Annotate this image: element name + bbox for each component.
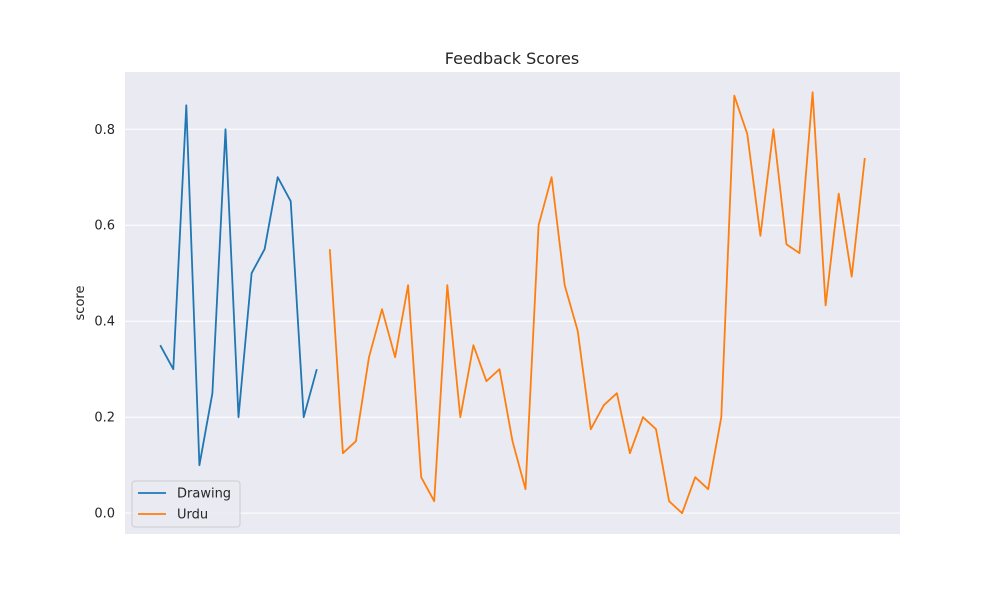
y-tick-label: 0.2 xyxy=(94,411,115,426)
chart-title: Feedback Scores xyxy=(445,49,579,68)
y-axis-label: score xyxy=(73,286,88,321)
y-tick-label: 0.4 xyxy=(94,315,115,330)
y-tick-labels: 0.0 0.2 0.4 0.6 0.8 xyxy=(94,123,115,522)
y-tick-label: 0.8 xyxy=(94,123,115,138)
y-tick-label: 0.0 xyxy=(94,507,115,522)
legend-label-urdu: Urdu xyxy=(177,508,208,523)
plot-area xyxy=(125,72,900,534)
series-lines xyxy=(159,91,866,515)
gridlines xyxy=(125,128,900,514)
legend-label-drawing: Drawing xyxy=(177,487,231,502)
series-line-urdu xyxy=(328,91,866,515)
y-tick-label: 0.6 xyxy=(94,219,115,234)
legend: Drawing Urdu xyxy=(131,480,241,528)
series-line-drawing xyxy=(159,104,318,467)
